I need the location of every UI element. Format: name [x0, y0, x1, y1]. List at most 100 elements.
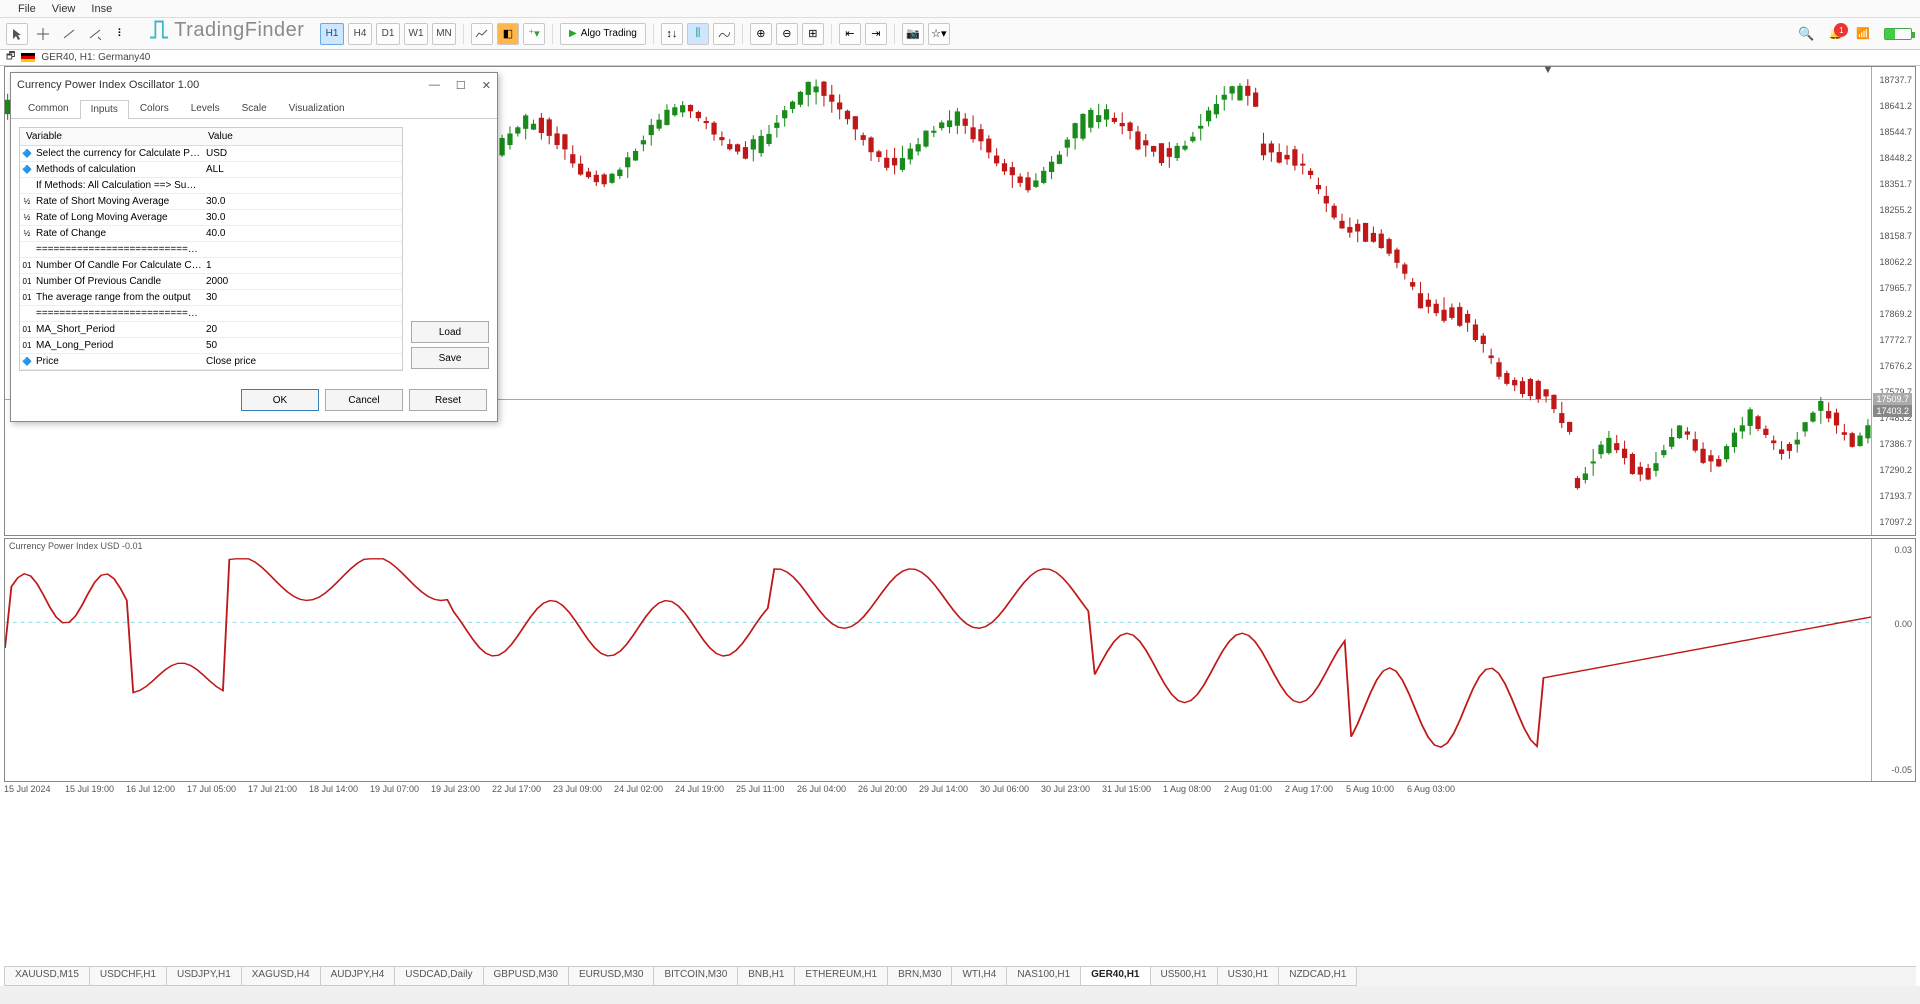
indicator-label: Currency Power Index USD -0.01	[9, 541, 143, 551]
shift-right-icon[interactable]: ⇥	[865, 23, 887, 45]
input-row[interactable]: 01The average range from the output30	[20, 290, 402, 306]
add-indicator-icon[interactable]: ⁺▾	[523, 23, 545, 45]
logo-text: TradingFinder	[174, 19, 304, 42]
input-row[interactable]: 🔷PriceClose price	[20, 354, 402, 370]
input-row[interactable]: =================================…	[20, 306, 402, 322]
col-value: Value	[202, 128, 239, 145]
toolbar: ⠇ ⎍ TradingFinder H1 H4 D1 W1 MN ◧ ⁺▾ ▶A…	[0, 18, 1920, 50]
minimize-icon[interactable]: —	[429, 79, 440, 92]
dialog-tab-visualization[interactable]: Visualization	[278, 99, 356, 118]
tab-us500-h1[interactable]: US500,H1	[1150, 967, 1218, 986]
input-row[interactable]: 🔷Select the currency for Calculate Power…	[20, 146, 402, 162]
tab-bitcoin-m30[interactable]: BITCOIN,M30	[653, 967, 738, 986]
dialog-tab-inputs[interactable]: Inputs	[80, 100, 129, 119]
tab-eurusd-m30[interactable]: EURUSD,M30	[568, 967, 654, 986]
flag-icon	[21, 53, 35, 62]
crosshair-tool[interactable]	[32, 23, 54, 45]
tab-nzdcad-h1[interactable]: NZDCAD,H1	[1278, 967, 1357, 986]
tab-usdjpy-h1[interactable]: USDJPY,H1	[166, 967, 242, 986]
load-button[interactable]: Load	[411, 321, 489, 343]
indicator-properties-dialog: Currency Power Index Oscillator 1.00 — ☐…	[10, 72, 498, 422]
menu-view[interactable]: View	[52, 3, 76, 15]
dialog-tab-scale[interactable]: Scale	[231, 99, 278, 118]
sort-icon[interactable]: ↕↓	[661, 23, 683, 45]
menubar: File View Inse	[0, 0, 1920, 18]
symbol-bar: 🗗 GER40, H1: Germany40	[0, 50, 1920, 66]
dialog-tabs: CommonInputsColorsLevelsScaleVisualizati…	[11, 97, 497, 119]
chart-style-icon[interactable]: ◧	[497, 23, 519, 45]
chart-type-icon[interactable]	[471, 23, 493, 45]
menu-file[interactable]: File	[18, 3, 36, 15]
oscillator-panel[interactable]: Currency Power Index USD -0.01 0.030.00-…	[4, 538, 1916, 782]
input-row[interactable]: 🔷Methods of calculationALL	[20, 162, 402, 178]
inputs-grid[interactable]: Variable Value 🔷Select the currency for …	[19, 127, 403, 371]
network-icon[interactable]: 📶	[1856, 27, 1870, 40]
zoom-out-icon[interactable]: ⊖	[776, 23, 798, 45]
tf-h4[interactable]: H4	[348, 23, 372, 45]
dialog-tab-colors[interactable]: Colors	[129, 99, 180, 118]
tab-brn-m30[interactable]: BRN,M30	[887, 967, 952, 986]
notification-icon[interactable]: 🔔1	[1829, 27, 1843, 40]
dialog-titlebar[interactable]: Currency Power Index Oscillator 1.00 — ☐…	[11, 73, 497, 97]
trendline-tool[interactable]	[58, 23, 80, 45]
tab-xauusd-m15[interactable]: XAUUSD,M15	[4, 967, 90, 986]
input-row[interactable]: If Methods: All Calculation ==> Sum of t…	[20, 178, 402, 194]
reset-button[interactable]: Reset	[409, 389, 487, 411]
input-row[interactable]: ½Rate of Change40.0	[20, 226, 402, 242]
symbol-tabs: XAUUSD,M15USDCHF,H1USDJPY,H1XAGUSD,H4AUD…	[4, 966, 1916, 986]
tf-mn[interactable]: MN	[432, 23, 456, 45]
dialog-tab-levels[interactable]: Levels	[180, 99, 231, 118]
input-row[interactable]: 01Number Of Previous Candle2000	[20, 274, 402, 290]
tab-wti-h4[interactable]: WTI,H4	[951, 967, 1007, 986]
tab-usdchf-h1[interactable]: USDCHF,H1	[89, 967, 167, 986]
chart-arrow-icon: ▼	[1543, 64, 1554, 76]
col-variable: Variable	[20, 128, 202, 145]
input-row[interactable]: 01MA_Long_Period50	[20, 338, 402, 354]
tf-d1[interactable]: D1	[376, 23, 400, 45]
candle-view-icon[interactable]: ⫼	[687, 23, 709, 45]
price-axis: 18737.718641.218544.718448.218351.718255…	[1871, 67, 1915, 535]
tab-us30-h1[interactable]: US30,H1	[1217, 967, 1280, 986]
tab-xagusd-h4[interactable]: XAGUSD,H4	[241, 967, 321, 986]
tab-ger40-h1[interactable]: GER40,H1	[1080, 967, 1150, 986]
symbol-label: GER40, H1: Germany40	[41, 52, 150, 63]
camera-icon[interactable]: 📷	[902, 23, 924, 45]
grid-icon[interactable]: ⊞	[802, 23, 824, 45]
tab-nas100-h1[interactable]: NAS100,H1	[1006, 967, 1081, 986]
close-icon[interactable]: ✕	[482, 79, 491, 92]
time-axis: 15 Jul 202415 Jul 19:0016 Jul 12:0017 Ju…	[4, 784, 1916, 802]
cursor-tool[interactable]	[6, 23, 28, 45]
algo-trading-button[interactable]: ▶Algo Trading	[560, 23, 646, 45]
input-row[interactable]: 01MA_Short_Period20	[20, 322, 402, 338]
input-row[interactable]: 01Number Of Candle For Calculate Curren……	[20, 258, 402, 274]
dialog-title: Currency Power Index Oscillator 1.00	[17, 79, 199, 91]
tf-w1[interactable]: W1	[404, 23, 428, 45]
save-button[interactable]: Save	[411, 347, 489, 369]
more-tools[interactable]: ⠇	[110, 23, 132, 45]
brand-logo: ⎍ TradingFinder	[150, 14, 304, 46]
tab-gbpusd-m30[interactable]: GBPUSD,M30	[483, 967, 569, 986]
tab-ethereum-h1[interactable]: ETHEREUM,H1	[794, 967, 888, 986]
line-dropdown[interactable]	[84, 23, 106, 45]
line-view-icon[interactable]	[713, 23, 735, 45]
input-row[interactable]: =================================…	[20, 242, 402, 258]
settings-dropdown-icon[interactable]: ☆▾	[928, 23, 950, 45]
search-icon[interactable]: 🔍	[1798, 26, 1814, 42]
tf-h1[interactable]: H1	[320, 23, 344, 45]
zoom-in-icon[interactable]: ⊕	[750, 23, 772, 45]
tab-audjpy-h4[interactable]: AUDJPY,H4	[320, 967, 396, 986]
maximize-icon[interactable]: ☐	[456, 79, 466, 92]
battery-icon	[1884, 28, 1912, 40]
tab-bnb-h1[interactable]: BNB,H1	[737, 967, 795, 986]
cancel-button[interactable]: Cancel	[325, 389, 403, 411]
logo-icon: ⎍	[150, 14, 168, 46]
tab-usdcad-daily[interactable]: USDCAD,Daily	[394, 967, 483, 986]
input-row[interactable]: ½Rate of Long Moving Average30.0	[20, 210, 402, 226]
shift-left-icon[interactable]: ⇤	[839, 23, 861, 45]
ok-button[interactable]: OK	[241, 389, 319, 411]
input-row[interactable]: ½Rate of Short Moving Average30.0	[20, 194, 402, 210]
dialog-tab-common[interactable]: Common	[17, 99, 80, 118]
symbol-icon: 🗗	[6, 49, 15, 66]
indicator-axis: 0.030.00-0.05	[1871, 539, 1915, 781]
menu-insert[interactable]: Inse	[91, 3, 112, 15]
